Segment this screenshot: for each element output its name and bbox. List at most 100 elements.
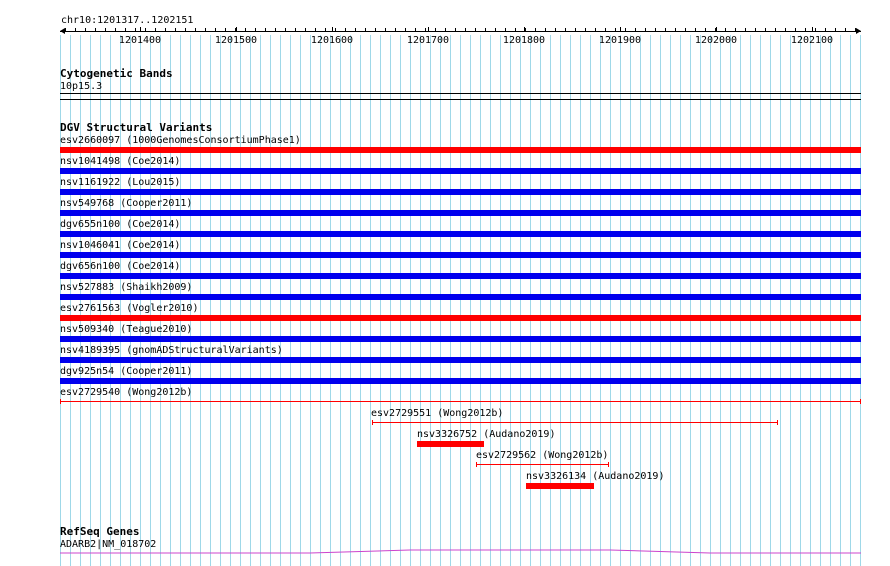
sv-label[interactable]: nsv3326752 (Audano2019) bbox=[417, 429, 556, 440]
ruler-minor-tick bbox=[855, 28, 856, 31]
ruler-minor-tick bbox=[95, 28, 96, 31]
ruler-minor-tick bbox=[635, 28, 636, 31]
ruler-left-arrow-icon bbox=[60, 28, 65, 34]
ruler-minor-tick bbox=[645, 28, 646, 31]
ruler-tick-mark bbox=[140, 27, 141, 32]
ruler-minor-tick bbox=[835, 28, 836, 31]
sv-label[interactable]: nsv527883 (Shaikh2009) bbox=[60, 282, 193, 293]
ruler-minor-tick bbox=[185, 28, 186, 31]
ruler-minor-tick bbox=[465, 28, 466, 31]
ruler-tick-label: 1201800 bbox=[502, 35, 546, 46]
dgv-title: DGV Structural Variants bbox=[60, 121, 213, 134]
ruler-tick-label: 1201600 bbox=[310, 35, 354, 46]
ruler-minor-tick bbox=[735, 28, 736, 31]
ruler-minor-tick bbox=[815, 28, 816, 31]
sv-feature-bar[interactable] bbox=[526, 483, 594, 489]
sv-label[interactable]: nsv1041498 (Coe2014) bbox=[60, 156, 181, 167]
ruler-minor-tick bbox=[75, 28, 76, 31]
sv-feature-bar[interactable] bbox=[60, 147, 861, 153]
ruler-minor-tick bbox=[745, 28, 746, 31]
sv-label[interactable]: dgv656n100 (Coe2014) bbox=[60, 261, 181, 272]
cytobands-title: Cytogenetic Bands bbox=[60, 67, 173, 80]
ruler-minor-tick bbox=[695, 28, 696, 31]
sv-feature-bar[interactable] bbox=[417, 441, 484, 447]
ruler-minor-tick bbox=[755, 28, 756, 31]
sv-label[interactable]: dgv925n54 (Cooper2011) bbox=[60, 366, 193, 377]
ruler-minor-tick bbox=[415, 28, 416, 31]
sv-feature-bar[interactable] bbox=[60, 294, 861, 300]
sv-label[interactable]: nsv1161922 (Lou2015) bbox=[60, 177, 181, 188]
ruler-minor-tick bbox=[515, 28, 516, 31]
ruler-minor-tick bbox=[375, 28, 376, 31]
ruler-minor-tick bbox=[175, 28, 176, 31]
sv-label[interactable]: nsv3326134 (Audano2019) bbox=[526, 471, 665, 482]
ruler-right-arrow-icon bbox=[856, 28, 861, 34]
ruler-minor-tick bbox=[245, 28, 246, 31]
sv-feature-bar[interactable] bbox=[60, 273, 861, 279]
refseq-title: RefSeq Genes bbox=[60, 525, 140, 538]
sv-label[interactable]: esv2729551 (Wong2012b) bbox=[371, 408, 504, 419]
ruler-minor-tick bbox=[165, 28, 166, 31]
ruler-minor-tick bbox=[575, 28, 576, 31]
ruler-tick-mark bbox=[332, 27, 333, 32]
sv-label[interactable]: esv2761563 (Vogler2010) bbox=[60, 303, 199, 314]
ruler-minor-tick bbox=[305, 28, 306, 31]
ruler-minor-tick bbox=[385, 28, 386, 31]
ruler-minor-tick bbox=[135, 28, 136, 31]
ruler-minor-tick bbox=[565, 28, 566, 31]
ruler-minor-tick bbox=[85, 28, 86, 31]
ruler-tick-mark bbox=[812, 27, 813, 32]
ruler-minor-tick bbox=[345, 28, 346, 31]
sv-feature-bar[interactable] bbox=[60, 378, 861, 384]
sv-label[interactable]: esv2729540 (Wong2012b) bbox=[60, 387, 193, 398]
ruler-minor-tick bbox=[145, 28, 146, 31]
sv-feature-bar[interactable] bbox=[60, 189, 861, 195]
ruler-tick-label: 1201900 bbox=[598, 35, 642, 46]
ruler-minor-tick bbox=[475, 28, 476, 31]
sv-label[interactable]: esv2660097 (1000GenomesConsortiumPhase1) bbox=[60, 135, 301, 146]
sv-feature-cap bbox=[476, 462, 477, 467]
sv-feature-cap bbox=[60, 399, 61, 404]
ruler-tick-label: 1201500 bbox=[214, 35, 258, 46]
sv-feature-line[interactable] bbox=[476, 464, 609, 465]
ruler-minor-tick bbox=[545, 28, 546, 31]
sv-label[interactable]: nsv4189395 (gnomADStructuralVariants) bbox=[60, 345, 283, 356]
ruler-minor-tick bbox=[435, 28, 436, 31]
ruler-minor-tick bbox=[155, 28, 156, 31]
gene-label[interactable]: ADARB2|NM_018702 bbox=[60, 539, 157, 550]
ruler-minor-tick bbox=[775, 28, 776, 31]
ruler-minor-tick bbox=[725, 28, 726, 31]
ruler-minor-tick bbox=[675, 28, 676, 31]
ruler-minor-tick bbox=[525, 28, 526, 31]
cytoband-bottom-line bbox=[60, 99, 861, 100]
ruler-minor-tick bbox=[325, 28, 326, 31]
ruler-minor-tick bbox=[705, 28, 706, 31]
ruler-minor-tick bbox=[655, 28, 656, 31]
ruler-minor-tick bbox=[485, 28, 486, 31]
ruler-tick-label: 1201700 bbox=[406, 35, 450, 46]
sv-feature-line[interactable] bbox=[372, 422, 778, 423]
sv-feature-cap bbox=[608, 462, 609, 467]
ruler-minor-tick bbox=[335, 28, 336, 31]
sv-label[interactable]: dgv655n100 (Coe2014) bbox=[60, 219, 181, 230]
sv-feature-bar[interactable] bbox=[60, 315, 861, 321]
sv-label[interactable]: nsv509340 (Teague2010) bbox=[60, 324, 193, 335]
sv-feature-bar[interactable] bbox=[60, 168, 861, 174]
sv-feature-bar[interactable] bbox=[60, 231, 861, 237]
ruler-minor-tick bbox=[215, 28, 216, 31]
sv-feature-bar[interactable] bbox=[60, 210, 861, 216]
sv-feature-bar[interactable] bbox=[60, 252, 861, 258]
sv-feature-bar[interactable] bbox=[60, 336, 861, 342]
coordinate-label: chr10:1201317..1202151 bbox=[61, 15, 194, 26]
sv-feature-bar[interactable] bbox=[60, 357, 861, 363]
sv-feature-line[interactable] bbox=[60, 401, 861, 402]
ruler-minor-tick bbox=[505, 28, 506, 31]
sv-label[interactable]: nsv549768 (Cooper2011) bbox=[60, 198, 193, 209]
sv-label[interactable]: esv2729562 (Wong2012b) bbox=[476, 450, 609, 461]
sv-label[interactable]: nsv1046041 (Coe2014) bbox=[60, 240, 181, 251]
ruler-tick-mark bbox=[428, 27, 429, 32]
ruler-minor-tick bbox=[535, 28, 536, 31]
ruler-minor-tick bbox=[625, 28, 626, 31]
ruler-minor-tick bbox=[805, 28, 806, 31]
